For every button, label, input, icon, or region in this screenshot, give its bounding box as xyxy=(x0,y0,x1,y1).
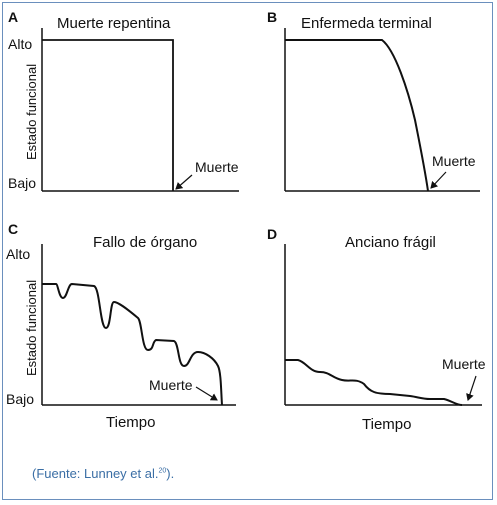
panel-b-letter: B xyxy=(267,9,277,25)
panel-d-arrow xyxy=(466,375,477,401)
panel-d-title: Anciano frágil xyxy=(345,234,436,251)
panel-b-title: Enfermeda terminal xyxy=(301,15,432,32)
panel-a-letter: A xyxy=(8,9,18,25)
panel-c: C Fallo de órgano Alto Bajo Estado funci… xyxy=(6,221,236,431)
panel-b-trajectory xyxy=(285,39,429,192)
panel-c-annotation: Muerte xyxy=(149,377,193,393)
source-reference-number: 20 xyxy=(158,467,167,475)
panel-c-y-high: Alto xyxy=(6,246,30,262)
source-caption: (Fuente: Lunney et al.20). xyxy=(32,466,174,481)
figure-frame xyxy=(2,2,493,500)
panel-a-ylabel: Estado funcional xyxy=(24,64,39,160)
panel-c-title: Fallo de órgano xyxy=(93,234,197,251)
panel-d-trajectory xyxy=(285,359,463,406)
panel-c-ylabel: Estado funcional xyxy=(24,280,39,376)
source-suffix: ). xyxy=(166,466,175,481)
panel-a-trajectory xyxy=(42,39,174,191)
panel-b: B Enfermeda terminal Muerte xyxy=(267,9,480,192)
panel-c-letter: C xyxy=(8,221,18,237)
panel-b-annotation: Muerte xyxy=(432,153,476,169)
panel-a-annotation: Muerte xyxy=(195,159,239,175)
panel-c-y-low: Bajo xyxy=(6,391,34,407)
panel-d-letter: D xyxy=(267,226,277,242)
panel-a: A Muerte repentina Alto Bajo Estado func… xyxy=(8,9,239,192)
panel-a-title: Muerte repentina xyxy=(57,15,171,32)
panel-c-trajectory xyxy=(42,282,223,406)
panel-a-y-low: Bajo xyxy=(8,175,36,191)
panel-a-y-high: Alto xyxy=(8,36,32,52)
panel-d: D Anciano frágil Muerte Tiempo xyxy=(267,226,486,433)
panel-b-arrow xyxy=(430,171,447,189)
panel-d-annotation: Muerte xyxy=(442,356,486,372)
panel-d-xlabel: Tiempo xyxy=(362,416,411,433)
panel-a-arrow xyxy=(175,174,193,190)
panel-c-xlabel: Tiempo xyxy=(106,414,155,431)
source-prefix: (Fuente: Lunney et al. xyxy=(32,466,159,481)
panel-c-arrow xyxy=(195,386,218,401)
